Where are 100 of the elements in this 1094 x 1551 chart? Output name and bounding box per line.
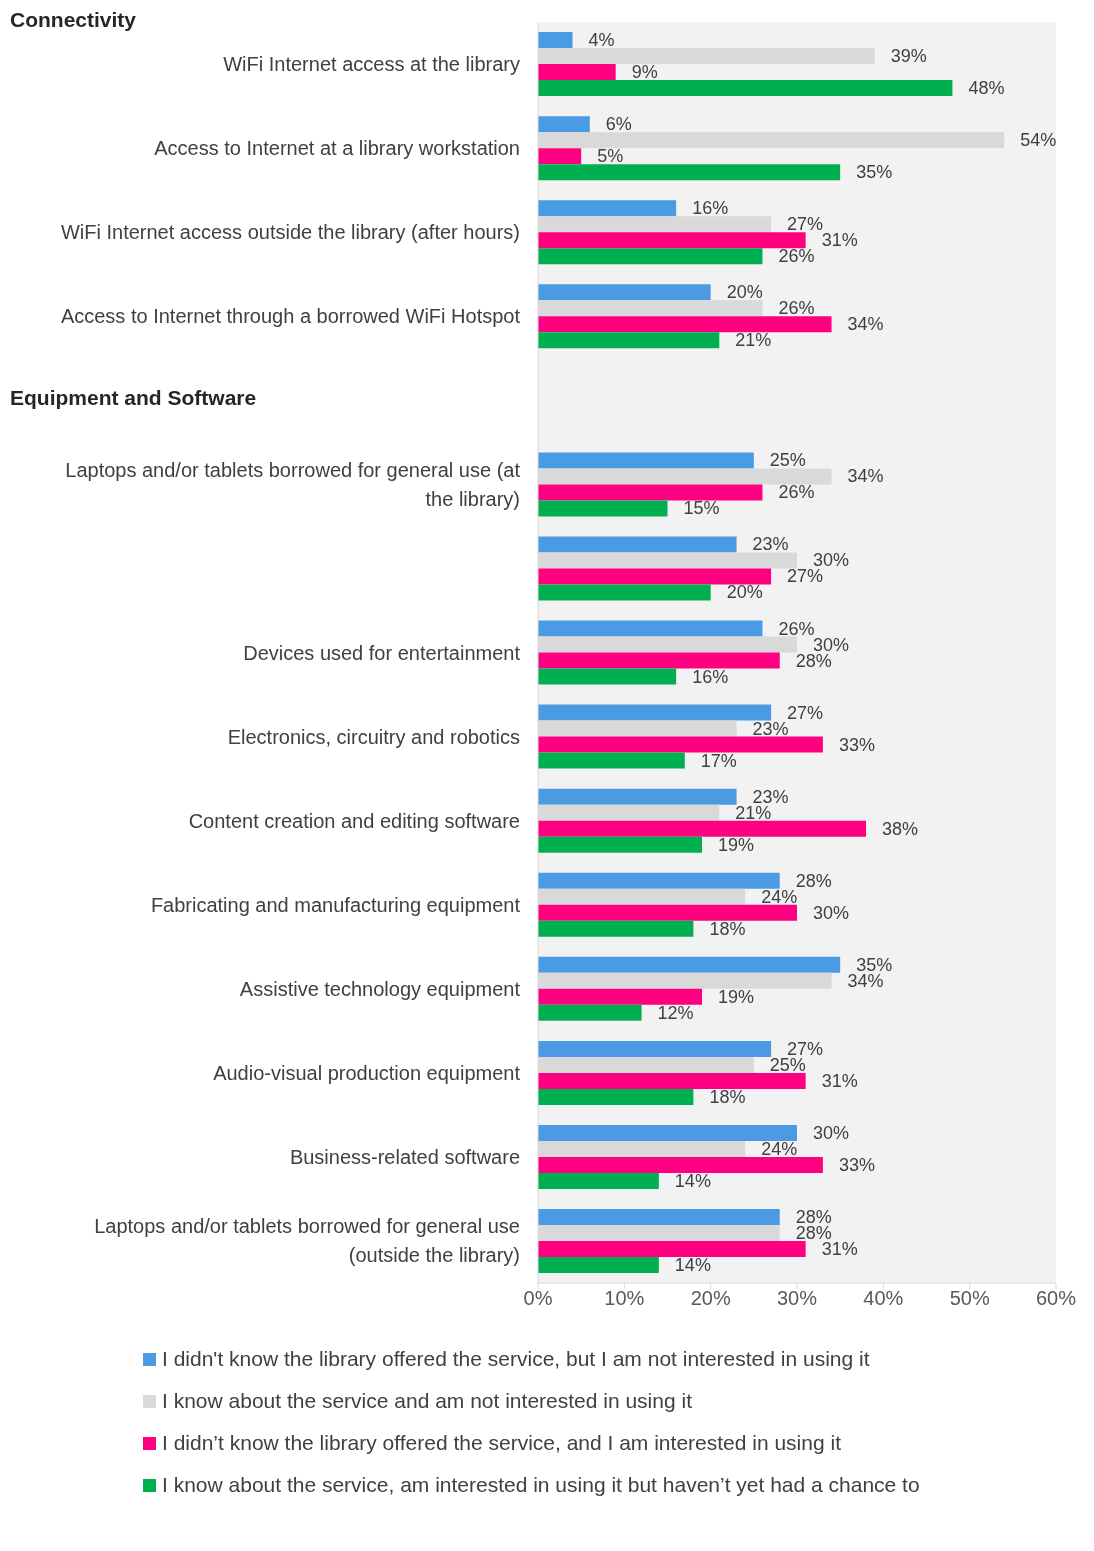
data-label: 26%: [778, 298, 815, 319]
y-tick-label: Audio-visual production equipment: [213, 1061, 521, 1084]
bar: [538, 1004, 642, 1021]
x-tick-label: 50%: [949, 1287, 990, 1310]
bar: [538, 1241, 806, 1258]
bar: [538, 332, 720, 349]
data-label: 16%: [692, 666, 729, 687]
y-tick-label: Business-related software: [289, 1145, 520, 1168]
bar: [538, 956, 841, 973]
data-label: 4%: [588, 30, 615, 51]
bar: [538, 788, 737, 805]
bar: [538, 820, 867, 837]
x-tick-label: 20%: [690, 1287, 731, 1310]
bar: [538, 1124, 797, 1141]
x-tick-label: 60%: [1035, 1287, 1077, 1310]
y-tick-label: Access to Internet at a library workstation: [154, 137, 520, 160]
bar: [538, 232, 806, 249]
bar: [538, 1172, 659, 1189]
legend-label: I know about the service, am interested in using it but haven’t yet had a chance to: [162, 1473, 920, 1497]
bar: [538, 668, 677, 685]
data-label: 23%: [752, 534, 789, 555]
data-label: 34%: [847, 314, 884, 335]
bar: [538, 536, 737, 553]
bar: [538, 148, 582, 165]
data-label: 30%: [813, 902, 850, 923]
data-label: 26%: [778, 246, 815, 267]
bar: [538, 584, 711, 601]
y-tick-label: Laptops and/or tablets borrowed for general use (at the library): [65, 458, 521, 510]
data-label: 9%: [631, 62, 658, 83]
data-label: 31%: [821, 1239, 858, 1260]
y-tick-label: Access to Internet through a borrowed WiFi Hotspot: [60, 305, 521, 328]
bar: [538, 872, 780, 889]
data-label: 27%: [787, 214, 824, 235]
data-label: 26%: [778, 618, 815, 639]
bar: [538, 64, 616, 81]
bar: [538, 164, 841, 181]
y-tick-label: Assistive technology equipment: [239, 977, 521, 1000]
bar: [538, 80, 953, 97]
data-label: 25%: [769, 450, 806, 471]
bar: [538, 620, 763, 637]
x-tick-label: 0%: [523, 1287, 553, 1310]
data-label: 35%: [856, 162, 893, 183]
text: Equipment and Software: [10, 386, 257, 411]
x-tick-label: 40%: [863, 1287, 904, 1310]
bar: [538, 484, 763, 501]
y-tick-label: Devices used for entertainment: [243, 641, 521, 664]
data-label: 28%: [795, 870, 832, 891]
bar: [538, 316, 832, 333]
data-label: 19%: [718, 834, 755, 855]
x-tick-label: 10%: [604, 1287, 645, 1310]
data-label: 26%: [778, 482, 815, 503]
data-label: 5%: [597, 146, 624, 167]
data-label: 30%: [813, 1122, 850, 1143]
data-label: 14%: [674, 1255, 711, 1276]
bar: [538, 568, 772, 585]
data-label: 20%: [726, 582, 763, 603]
bar: [538, 736, 823, 753]
y-tick-label: Laptops and/or tablets borrowed for general use (outside the library): [94, 1215, 520, 1267]
y-tick-label: Electronics, circuitry and robotics: [227, 725, 520, 748]
bar: [538, 1072, 806, 1089]
legend-label: I know about the service and am not interested in using it: [162, 1389, 692, 1413]
bar: [538, 284, 711, 301]
x-tick-label: 30%: [776, 1287, 818, 1310]
data-label: 19%: [718, 986, 755, 1007]
bar: [538, 32, 573, 49]
data-label: 14%: [674, 1170, 711, 1191]
bar: [538, 920, 694, 937]
bar: [538, 904, 797, 921]
data-label: 33%: [838, 734, 875, 755]
data-label: 27%: [787, 566, 824, 587]
bar: [538, 116, 590, 133]
legend-label: I didn't know the library offered the service, but I am not interested in using it: [162, 1347, 870, 1371]
bar: [538, 248, 763, 265]
data-label: 39%: [890, 46, 927, 67]
bar: [538, 836, 703, 853]
data-label: 33%: [838, 1154, 875, 1175]
text: Connectivity: [10, 8, 137, 32]
y-tick-label: WiFi Internet access outside the library (after hours): [60, 221, 520, 244]
bar: [538, 1156, 823, 1173]
data-label: 24%: [761, 886, 798, 907]
data-label: 18%: [709, 1086, 746, 1107]
bar: [538, 452, 754, 469]
data-label: 34%: [847, 466, 884, 487]
data-label: 48%: [968, 78, 1005, 99]
data-label: 16%: [692, 198, 729, 219]
data-label: 6%: [605, 114, 632, 135]
data-label: 24%: [761, 1138, 798, 1159]
bar: [538, 704, 772, 721]
bar: [538, 1209, 780, 1226]
data-label: 18%: [709, 918, 746, 939]
bar: [538, 1257, 659, 1274]
y-tick-label: Fabricating and manufacturing equipment: [150, 893, 521, 916]
y-tick-label: WiFi Internet access at the library: [223, 53, 520, 76]
bar: [538, 752, 685, 769]
bar: [538, 500, 668, 517]
data-label: 17%: [700, 750, 737, 771]
bar: [538, 988, 703, 1005]
bar: [538, 200, 677, 217]
data-label: 54%: [1020, 130, 1057, 151]
data-label: 12%: [657, 1002, 694, 1023]
